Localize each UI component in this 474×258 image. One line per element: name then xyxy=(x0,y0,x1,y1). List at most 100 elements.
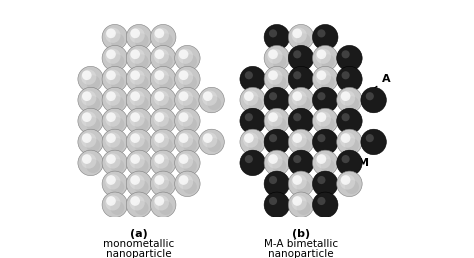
Circle shape xyxy=(207,138,221,152)
Circle shape xyxy=(154,174,169,190)
Circle shape xyxy=(312,171,338,197)
Circle shape xyxy=(318,176,326,184)
Circle shape xyxy=(129,70,145,85)
Circle shape xyxy=(155,91,164,101)
Circle shape xyxy=(150,108,176,134)
Circle shape xyxy=(337,66,362,92)
Circle shape xyxy=(245,155,253,163)
Circle shape xyxy=(155,133,164,143)
Circle shape xyxy=(178,174,193,190)
Text: M-A bimetallic: M-A bimetallic xyxy=(264,239,338,249)
Circle shape xyxy=(129,174,145,190)
Circle shape xyxy=(240,150,265,176)
Circle shape xyxy=(102,171,128,197)
Circle shape xyxy=(130,196,140,206)
Circle shape xyxy=(135,96,148,110)
Circle shape xyxy=(243,132,258,148)
Circle shape xyxy=(154,111,169,127)
Circle shape xyxy=(155,112,164,122)
Circle shape xyxy=(199,129,224,155)
Circle shape xyxy=(126,129,152,155)
Circle shape xyxy=(159,180,173,194)
Circle shape xyxy=(150,45,176,71)
Circle shape xyxy=(248,96,262,110)
Circle shape xyxy=(316,70,331,85)
Circle shape xyxy=(86,138,100,152)
Circle shape xyxy=(110,117,124,131)
Circle shape xyxy=(318,92,326,100)
Circle shape xyxy=(268,154,278,164)
Circle shape xyxy=(129,91,145,106)
Circle shape xyxy=(297,180,310,194)
Circle shape xyxy=(341,91,350,101)
Circle shape xyxy=(106,50,116,59)
Circle shape xyxy=(312,129,338,155)
Circle shape xyxy=(130,154,140,164)
Circle shape xyxy=(264,45,290,71)
Circle shape xyxy=(110,159,124,173)
Circle shape xyxy=(82,133,91,143)
Circle shape xyxy=(159,117,173,131)
Circle shape xyxy=(240,129,265,155)
Circle shape xyxy=(155,154,164,164)
Circle shape xyxy=(126,108,152,134)
Text: monometallic: monometallic xyxy=(103,239,174,249)
Circle shape xyxy=(78,150,103,176)
Circle shape xyxy=(105,111,120,127)
Circle shape xyxy=(292,132,307,148)
Circle shape xyxy=(105,28,120,43)
Circle shape xyxy=(264,129,290,155)
Circle shape xyxy=(135,33,148,47)
Circle shape xyxy=(337,171,362,197)
Circle shape xyxy=(345,180,359,194)
Circle shape xyxy=(293,113,301,121)
Circle shape xyxy=(86,96,100,110)
Circle shape xyxy=(340,174,355,190)
Circle shape xyxy=(102,192,128,217)
Circle shape xyxy=(81,153,96,169)
Circle shape xyxy=(179,175,188,185)
Circle shape xyxy=(292,91,302,101)
Circle shape xyxy=(150,87,176,113)
Circle shape xyxy=(82,154,91,164)
Circle shape xyxy=(318,134,326,142)
Circle shape xyxy=(264,108,290,134)
Circle shape xyxy=(341,133,350,143)
Circle shape xyxy=(78,129,103,155)
Circle shape xyxy=(126,192,152,217)
Circle shape xyxy=(102,45,128,71)
Circle shape xyxy=(288,87,314,113)
Circle shape xyxy=(126,66,152,92)
Circle shape xyxy=(337,87,362,113)
Circle shape xyxy=(269,92,277,100)
Circle shape xyxy=(273,54,286,68)
Circle shape xyxy=(154,195,169,211)
Circle shape xyxy=(159,54,173,68)
Circle shape xyxy=(102,108,128,134)
Circle shape xyxy=(110,54,124,68)
Circle shape xyxy=(130,112,140,122)
Circle shape xyxy=(106,70,116,80)
Circle shape xyxy=(317,50,326,59)
Text: (b): (b) xyxy=(292,229,310,239)
Circle shape xyxy=(174,171,200,197)
Circle shape xyxy=(312,87,338,113)
Circle shape xyxy=(86,117,100,131)
Circle shape xyxy=(316,49,331,64)
Circle shape xyxy=(337,150,362,176)
Circle shape xyxy=(130,175,140,185)
Circle shape xyxy=(248,138,262,152)
Circle shape xyxy=(154,70,169,85)
Circle shape xyxy=(105,70,120,85)
Circle shape xyxy=(264,66,290,92)
Circle shape xyxy=(150,171,176,197)
Circle shape xyxy=(135,54,148,68)
Circle shape xyxy=(129,49,145,64)
Circle shape xyxy=(126,150,152,176)
Circle shape xyxy=(337,108,362,134)
Circle shape xyxy=(178,153,193,169)
Circle shape xyxy=(269,134,277,142)
Circle shape xyxy=(342,71,350,79)
Circle shape xyxy=(240,108,265,134)
Circle shape xyxy=(244,133,254,143)
